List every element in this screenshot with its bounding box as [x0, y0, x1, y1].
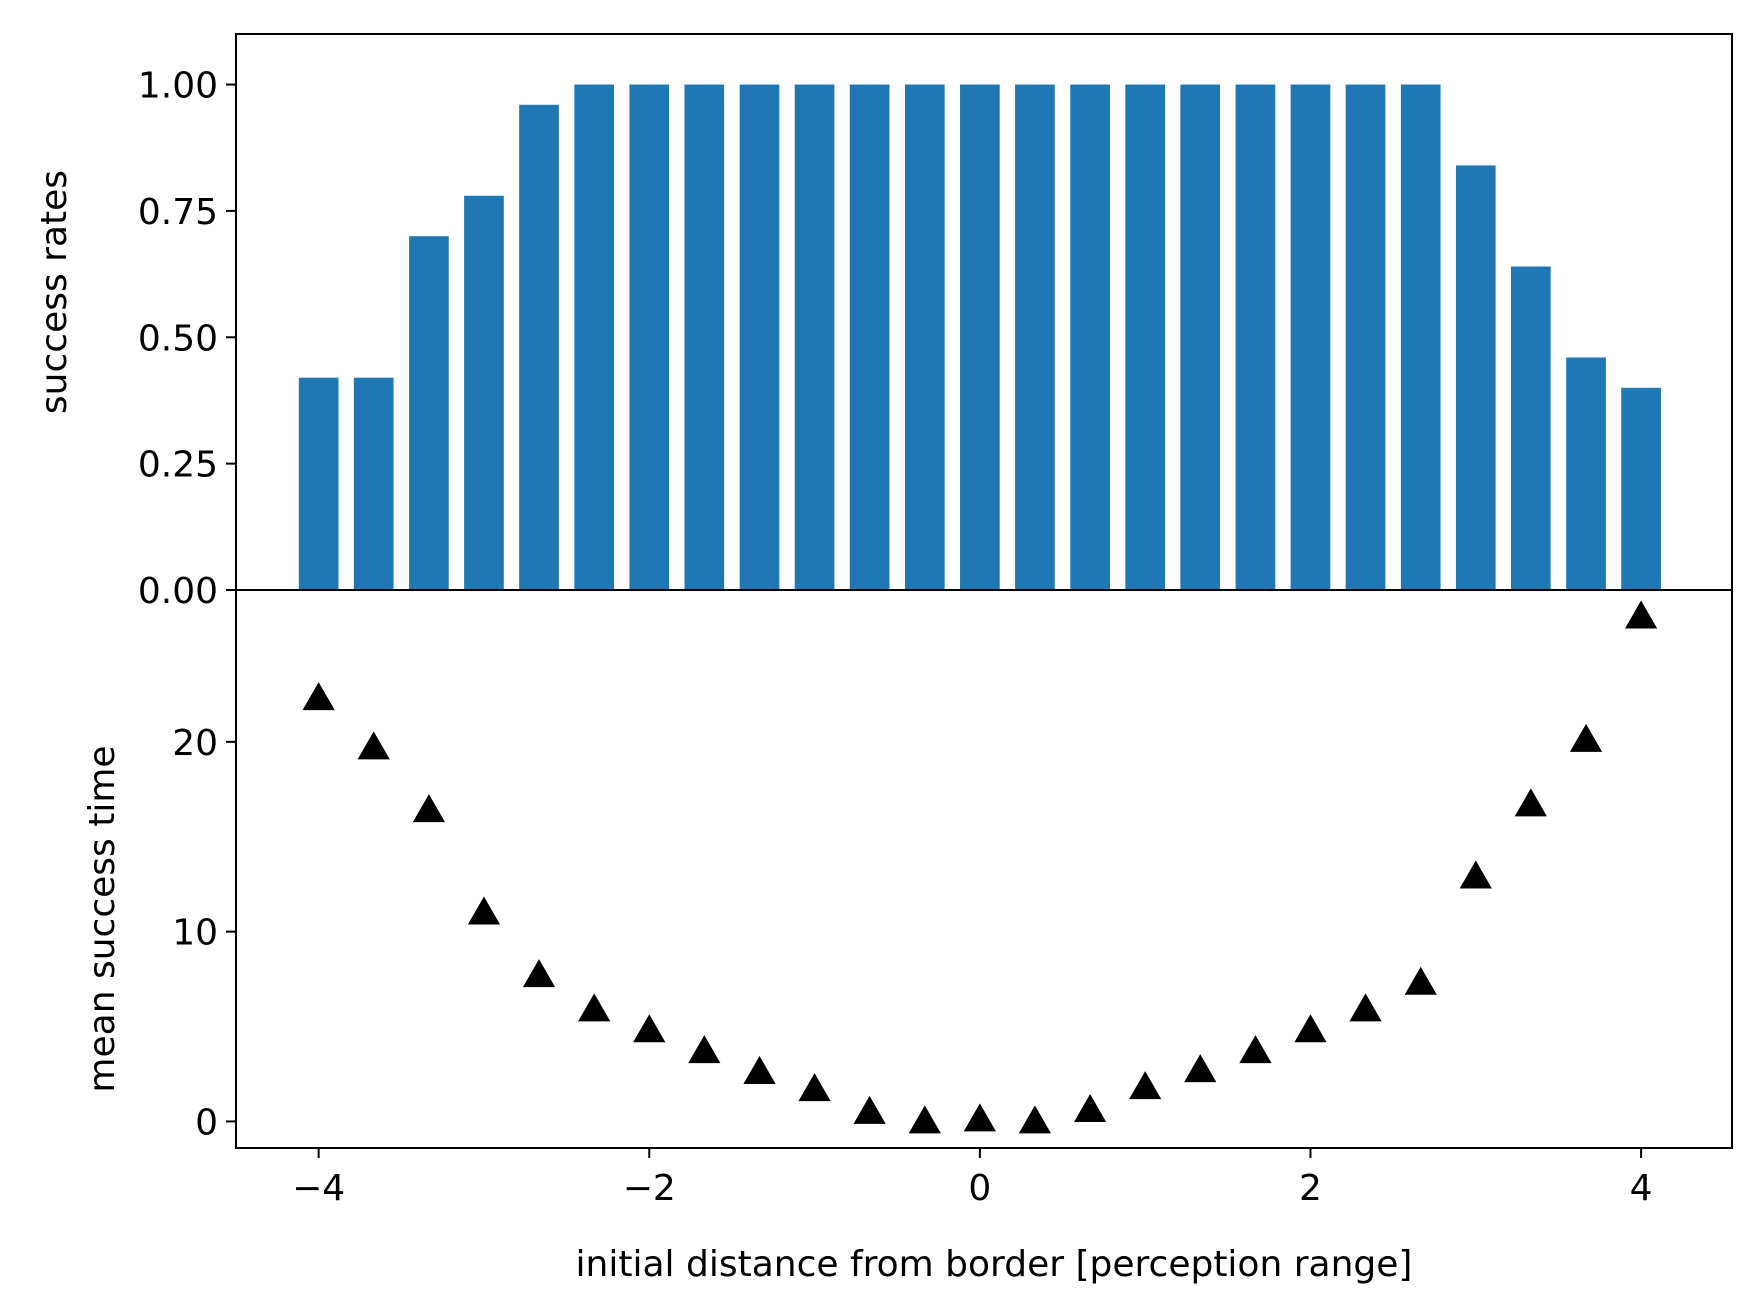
x-tick-label-1: −2 — [623, 1168, 676, 1209]
triangle-marker-11 — [908, 1105, 941, 1134]
triangle-marker-5 — [578, 993, 611, 1022]
bar-1 — [353, 377, 394, 590]
bar-14 — [1070, 84, 1110, 590]
mean-success-time-markers — [302, 600, 1658, 1134]
bottom-x-axis-label: initial distance from border [perception… — [576, 1244, 1413, 1285]
triangle-marker-3 — [467, 896, 501, 925]
top-y-tick-label-4: 1.00 — [138, 66, 218, 107]
bar-0 — [298, 377, 339, 590]
bottom-panel-mean-success-time: 0 10 20 −4 −2 0 2 4 mean success time initial … — [82, 589, 1733, 1285]
bar-3 — [464, 195, 504, 590]
top-y-axis-label: success rates — [34, 170, 75, 414]
bar-21 — [1455, 165, 1496, 590]
bar-4 — [519, 104, 559, 590]
x-tick-label-3: 2 — [1299, 1168, 1322, 1209]
triangle-marker-23 — [1569, 723, 1603, 752]
triangle-marker-15 — [1129, 1071, 1162, 1100]
triangle-marker-20 — [1404, 966, 1437, 995]
x-tick-label-0: −4 — [292, 1168, 345, 1209]
triangle-marker-4 — [522, 959, 556, 988]
bottom-y-axis-label: mean success time — [82, 745, 123, 1092]
triangle-marker-7 — [688, 1035, 721, 1064]
triangle-marker-24 — [1624, 600, 1658, 629]
bar-6 — [629, 84, 670, 590]
triangle-marker-19 — [1349, 993, 1382, 1022]
bar-7 — [684, 84, 725, 590]
bar-8 — [739, 84, 780, 590]
top-panel-success-rates: 0.00 0.25 0.50 0.75 1.00 success rates — [34, 33, 1733, 612]
bar-9 — [794, 84, 835, 590]
success-rate-bars — [298, 84, 1661, 590]
bar-20 — [1400, 84, 1441, 590]
triangle-marker-12 — [963, 1103, 996, 1132]
triangle-marker-9 — [798, 1073, 831, 1102]
x-tick-label-2: 0 — [968, 1168, 991, 1209]
bar-5 — [574, 84, 615, 590]
bar-18 — [1290, 84, 1331, 590]
triangle-marker-17 — [1239, 1035, 1272, 1064]
triangle-marker-16 — [1184, 1054, 1217, 1083]
triangle-marker-22 — [1514, 788, 1547, 817]
triangle-marker-6 — [633, 1014, 666, 1043]
top-y-tick-label-3: 0.75 — [138, 192, 218, 233]
bottom-y-tick-label-1: 10 — [172, 913, 218, 954]
bar-13 — [1015, 84, 1055, 590]
top-y-tick-label-0: 0.00 — [138, 571, 218, 612]
triangle-marker-18 — [1294, 1014, 1327, 1043]
triangle-marker-13 — [1018, 1105, 1052, 1134]
bar-16 — [1180, 84, 1221, 590]
triangle-marker-1 — [357, 731, 390, 760]
bottom-y-tick-label-0: 0 — [195, 1102, 218, 1143]
bottom-axes-frame — [235, 589, 1733, 1149]
bar-15 — [1125, 84, 1166, 590]
bar-17 — [1235, 84, 1276, 590]
bar-23 — [1566, 357, 1606, 590]
triangle-marker-14 — [1074, 1093, 1107, 1122]
bottom-y-tick-label-2: 20 — [172, 723, 218, 764]
bar-11 — [904, 84, 945, 590]
bar-22 — [1510, 266, 1551, 590]
triangle-marker-21 — [1459, 860, 1492, 889]
top-y-ticks: 0.00 0.25 0.50 0.75 1.00 — [138, 66, 236, 612]
triangle-marker-0 — [302, 682, 335, 711]
top-y-tick-label-2: 0.50 — [138, 318, 218, 359]
triangle-marker-10 — [853, 1095, 886, 1124]
x-tick-label-4: 4 — [1630, 1168, 1653, 1209]
bar-24 — [1621, 387, 1661, 590]
bar-12 — [960, 84, 1000, 590]
bottom-y-ticks: 0 10 20 — [172, 723, 236, 1143]
bar-19 — [1345, 84, 1386, 590]
bar-10 — [849, 84, 890, 590]
bar-2 — [409, 236, 449, 590]
triangle-marker-8 — [743, 1055, 776, 1084]
bottom-x-ticks: −4 −2 0 2 4 — [292, 1148, 1653, 1209]
triangle-marker-2 — [412, 794, 446, 823]
top-y-tick-label-1: 0.25 — [138, 445, 218, 486]
